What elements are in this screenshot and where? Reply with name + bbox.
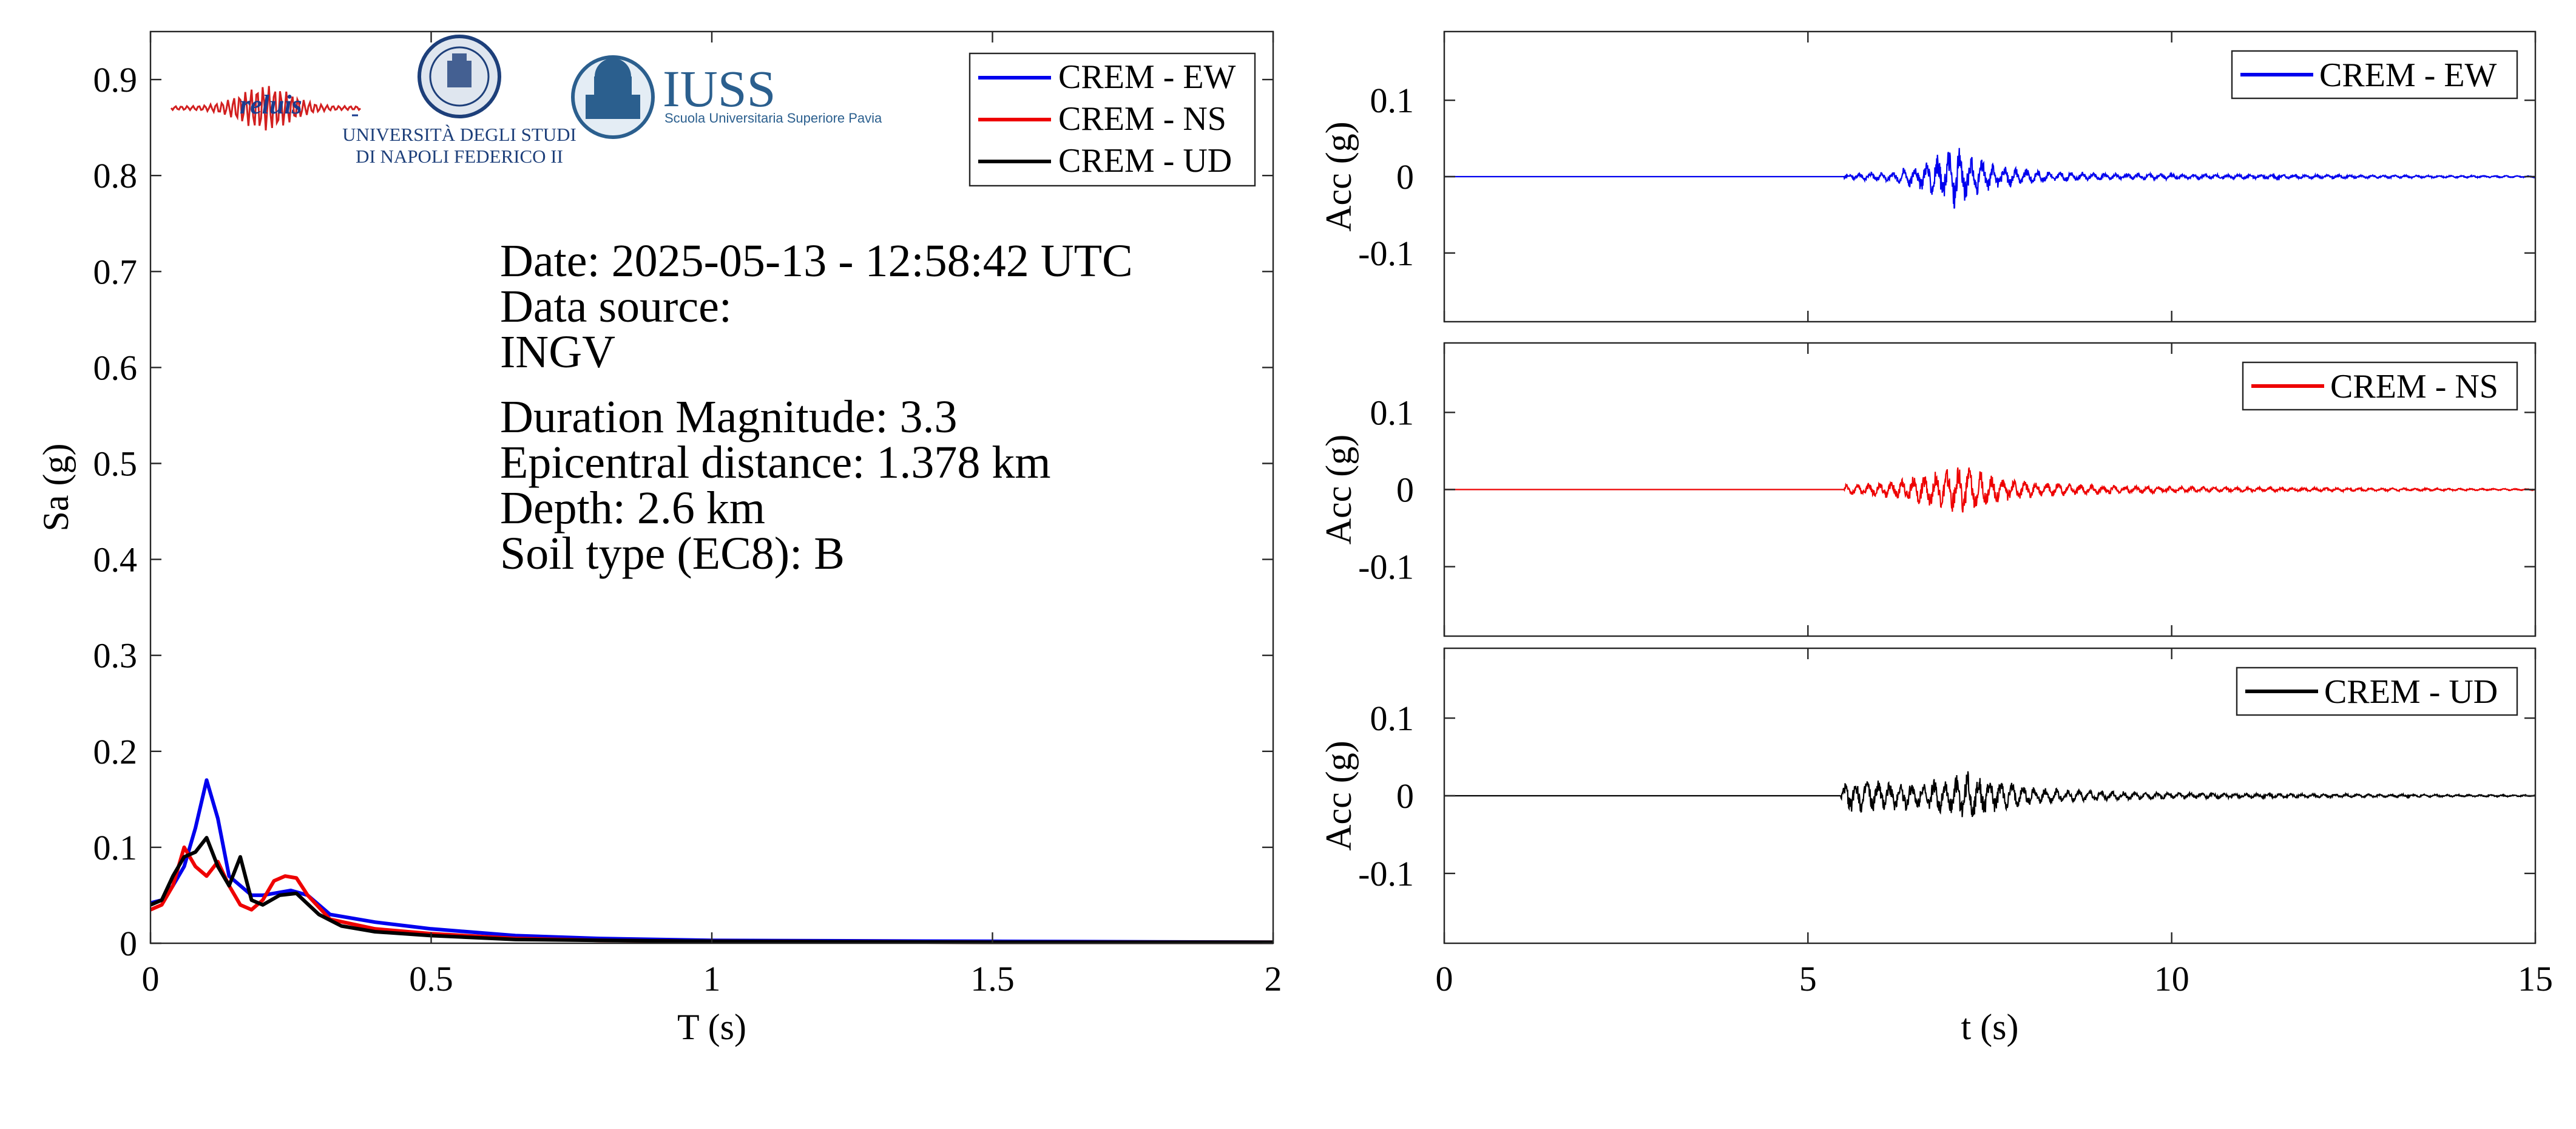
iuss-logo-title: IUSS <box>663 59 776 118</box>
reluis-seismogram-icon <box>170 86 361 131</box>
acc-legend-label: CREM - EW <box>2319 56 2497 94</box>
spectrum-y-label: Sa (g) <box>36 444 76 532</box>
event-magnitude: Duration Magnitude: 3.3 <box>500 392 958 442</box>
spectrum-series-crem-ud <box>149 836 1273 944</box>
unina-logo: UNIVERSITÀ DEGLI STUDI DI NAPOLI FEDERIC… <box>342 35 576 167</box>
event-depth: Depth: 2.6 km <box>500 483 765 534</box>
acc-y-tick-label: -0.1 <box>1358 234 1414 273</box>
spectrum-x-label: T (s) <box>677 1007 746 1047</box>
acc-x-tick-label: 5 <box>1799 959 1817 998</box>
acc-x-label: t (s) <box>1961 1007 2019 1047</box>
spectrum-y-tick-label: 0.6 <box>93 348 138 387</box>
acc-y-label: Acc (g) <box>1319 741 1359 851</box>
legend-ns-label: CREM - NS <box>1058 100 1226 138</box>
spectrum-legend: CREM - EW CREM - NS CREM - UD <box>969 52 1256 187</box>
acceleration-panels: -0.1 0 0.1 Acc (g) CREM - EW -0.1 0 0.1 Acc (g) C… <box>1319 30 2553 998</box>
spectrum-y-tick-label: 0.4 <box>93 540 138 580</box>
acc-y-tick-label: 0.1 <box>1370 699 1415 738</box>
unina-logo-line2: DI NAPOLI FEDERICO II <box>356 146 563 167</box>
event-source-value: INGV <box>500 327 615 378</box>
acc-y-tick-label: 0.1 <box>1370 393 1415 432</box>
spectrum-x-tick-label: 1 <box>703 959 721 998</box>
iuss-logo-subtitle: Scuola Universitaria Superiore Pavia <box>664 110 882 126</box>
spectrum-series-crem-ew <box>150 778 1274 944</box>
acc-y-label: Acc (g) <box>1319 121 1359 232</box>
spectrum-y-tick-label: 0.7 <box>93 252 138 291</box>
unina-logo-line1: UNIVERSITÀ DEGLI STUDI <box>342 124 576 145</box>
spectrum-y-tick-label: 0.9 <box>93 60 138 100</box>
reluis-logo: reluis <box>170 86 361 131</box>
acc-y-tick-label: 0 <box>1396 157 1414 197</box>
acc-x-tick-label: 0 <box>1436 959 1453 998</box>
event-distance: Epicentral distance: 1.378 km <box>500 437 1051 488</box>
spectrum-plot: 0 0.5 1 1.5 2 0 0.1 0.2 0.3 0.4 0.5 0.6 0.7 0.8 0.9 T … <box>36 30 1282 1047</box>
acc-legend-box <box>2236 666 2518 716</box>
acc-legend: CREM - EW <box>2231 50 2518 100</box>
legend-ew-label: CREM - EW <box>1058 58 1236 96</box>
acc-series-crem-ew <box>1444 147 2536 209</box>
acc-legend: CREM - UD <box>2236 666 2518 716</box>
spectrum-x-tick-label: 0 <box>142 959 160 998</box>
spectrum-y-tick-label: 0.2 <box>93 732 138 771</box>
acc-x-tick-label: 10 <box>2154 959 2189 998</box>
acc-y-tick-label: -0.1 <box>1358 548 1414 587</box>
spectrum-x-tick-label: 1.5 <box>970 959 1015 998</box>
spectrum-x-tick-label: 2 <box>1265 959 1282 998</box>
spectrum-y-tick-label: 0.3 <box>93 636 138 676</box>
event-soil-type: Soil type (EC8): B <box>500 528 845 579</box>
spectrum-x-tick-label: 0.5 <box>409 959 453 998</box>
acc-panel-1: -0.1 0 0.1 Acc (g) CREM - EW <box>1319 30 2537 323</box>
acc-y-label: Acc (g) <box>1319 435 1359 545</box>
acc-series-crem-ud <box>1444 771 2536 818</box>
acc-legend-label: CREM - UD <box>2324 673 2498 711</box>
spectrum-y-tick-label: 0 <box>120 924 137 963</box>
spectrum-series-group <box>149 778 1274 944</box>
spectrum-y-tick-label: 0.8 <box>93 156 138 195</box>
acc-legend: CREM - NS <box>2242 361 2518 411</box>
reluis-logo-text: reluis <box>240 90 302 120</box>
iuss-logo: IUSS Scuola Universitaria Superiore Pavi… <box>571 55 882 139</box>
event-date: Date: 2025-05-13 - 12:58:42 UTC <box>500 236 1133 286</box>
acc-y-tick-label: 0 <box>1396 470 1414 510</box>
acc-legend-label: CREM - NS <box>2330 368 2498 405</box>
acc-panel-3: -0.1 0 0.1 0 5 10 15 Acc (g) CREM - UD <box>1319 647 2553 998</box>
acc-series-crem-ns <box>1444 467 2536 513</box>
acc-x-tick-label: 15 <box>2518 959 2553 998</box>
acc-y-tick-label: 0.1 <box>1370 81 1415 120</box>
spectrum-y-tick-label: 0.1 <box>93 828 138 867</box>
event-source-label: Data source: <box>500 281 732 332</box>
spectrum-y-tick-label: 0.5 <box>93 444 138 484</box>
legend-ud-label: CREM - UD <box>1058 142 1232 180</box>
acc-panel-2: -0.1 0 0.1 Acc (g) CREM - NS <box>1319 342 2537 637</box>
event-info: Date: 2025-05-13 - 12:58:42 UTC Data sou… <box>500 236 1133 579</box>
acc-y-tick-label: -0.1 <box>1358 854 1414 893</box>
acc-y-tick-label: 0 <box>1396 776 1414 816</box>
